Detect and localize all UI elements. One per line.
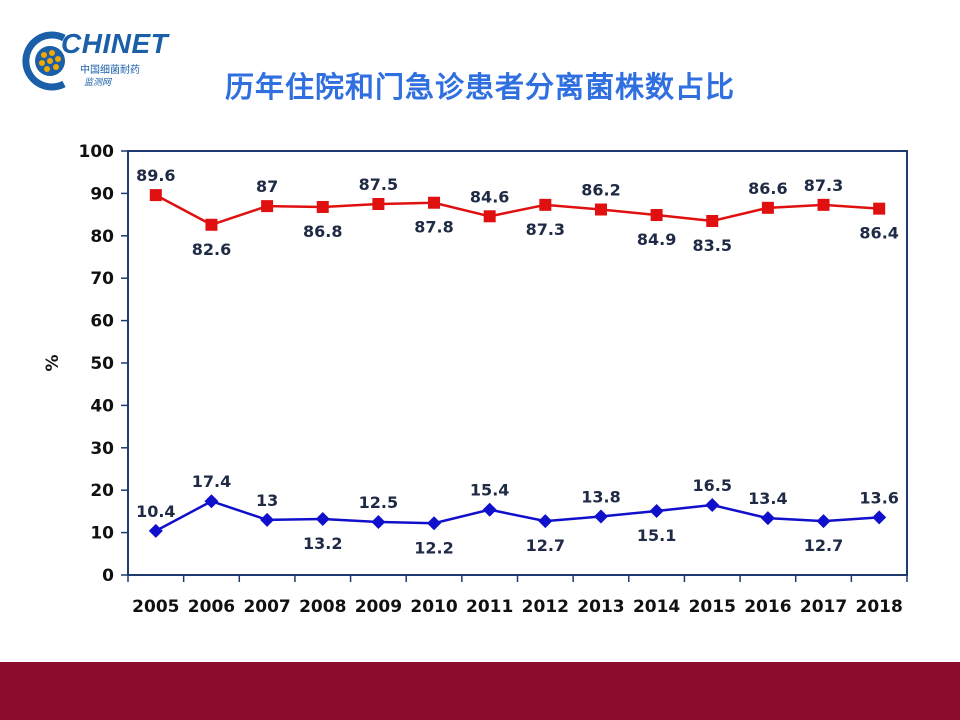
data-label: 84.6 <box>470 187 509 206</box>
series-point-diamond <box>260 512 275 527</box>
series-point-diamond <box>204 494 219 509</box>
data-label: 87.3 <box>804 176 843 195</box>
series-point-square <box>316 200 329 213</box>
data-label: 12.2 <box>414 538 453 557</box>
y-tick-label: 50 <box>90 354 114 374</box>
y-tick-label: 100 <box>79 142 115 162</box>
logo-subtitle: 中国细菌耐药 <box>80 65 140 76</box>
data-label: 86.2 <box>581 181 620 200</box>
data-label: 10.4 <box>136 502 175 521</box>
series-point-square <box>428 196 441 209</box>
series-point-square <box>761 201 774 214</box>
data-label: 84.9 <box>637 230 676 249</box>
data-label: 13.2 <box>303 534 342 553</box>
y-tick-label: 10 <box>90 524 114 544</box>
data-label: 13.8 <box>581 487 620 506</box>
series-point-square <box>706 214 719 227</box>
x-tick-label: 2005 <box>132 597 179 617</box>
y-tick-label: 60 <box>90 312 114 332</box>
series-point-diamond <box>705 498 720 513</box>
data-label: 86.4 <box>859 224 898 243</box>
y-axis-label: % <box>43 354 63 371</box>
logo-wordmark: CHINET <box>61 28 169 59</box>
data-label: 89.6 <box>136 166 175 185</box>
data-label: 12.5 <box>359 493 398 512</box>
chinet-logo: CHINET 中国细菌耐药 监测网 <box>20 24 168 96</box>
x-tick-label: 2008 <box>299 597 346 617</box>
series-point-square <box>539 198 552 211</box>
series-line-upper <box>155 193 880 227</box>
y-tick-label: 0 <box>102 566 114 586</box>
series-point-square <box>149 189 162 202</box>
series-point-square <box>817 198 830 211</box>
series-point-square <box>205 218 218 231</box>
data-label: 17.4 <box>192 472 231 491</box>
series-point-square <box>594 203 607 216</box>
data-label: 13.4 <box>748 489 787 508</box>
x-tick-label: 2013 <box>577 597 624 617</box>
logo-globe-icon <box>22 31 66 91</box>
x-tick-label: 2015 <box>689 597 736 617</box>
data-label: 12.7 <box>804 536 843 555</box>
y-tick-label: 20 <box>90 481 114 501</box>
y-tick-label: 30 <box>90 439 114 459</box>
series-point-square <box>261 200 274 213</box>
x-tick-label: 2009 <box>355 597 402 617</box>
data-label: 87 <box>256 177 278 196</box>
x-tick-label: 2007 <box>243 597 290 617</box>
data-label: 87.3 <box>526 220 565 239</box>
data-label: 87.5 <box>359 175 398 194</box>
data-label: 15.4 <box>470 481 509 500</box>
series-point-diamond <box>816 514 831 529</box>
data-label: 15.1 <box>637 526 676 545</box>
slide-title: 历年住院和门急诊患者分离菌株数占比 <box>224 70 735 104</box>
series-point-square <box>873 202 886 215</box>
data-label: 12.7 <box>526 536 565 555</box>
logo-subtitle-2: 监测网 <box>84 78 112 88</box>
y-tick-label: 80 <box>90 227 114 247</box>
series-point-diamond <box>760 511 775 526</box>
x-tick-label: 2010 <box>410 597 457 617</box>
footer-band <box>0 662 960 720</box>
series-line-lower <box>155 499 880 533</box>
data-label: 86.6 <box>748 179 787 198</box>
series-point-diamond <box>315 512 330 527</box>
series-point-diamond <box>538 514 553 529</box>
series-point-diamond <box>427 516 442 531</box>
data-label: 13 <box>256 491 278 510</box>
series-point-square <box>372 198 385 210</box>
line-chart: 0 10 20 30 40 50 60 70 80 90 100 2005 2006 2007 2008 20… <box>43 142 908 617</box>
series-point-diamond <box>872 510 887 525</box>
data-label: 83.5 <box>693 236 732 255</box>
series-point-diamond <box>148 523 163 538</box>
series-point-diamond <box>482 502 497 517</box>
data-label: 13.6 <box>859 488 898 507</box>
x-tick-label: 2011 <box>466 597 513 617</box>
series-point-diamond <box>371 515 386 529</box>
series-point-square <box>483 210 496 223</box>
y-tick-label: 70 <box>90 269 114 289</box>
data-label: 16.5 <box>693 476 732 495</box>
y-tick-label: 90 <box>90 184 114 204</box>
series-point-diamond <box>593 509 608 524</box>
x-tick-label: 2006 <box>188 597 235 617</box>
x-tick-label: 2012 <box>522 597 569 617</box>
series-point-square <box>650 209 663 222</box>
y-tick-label: 40 <box>90 396 114 416</box>
x-tick-label: 2018 <box>856 597 903 617</box>
data-label: 87.8 <box>414 218 453 237</box>
data-label: 82.6 <box>192 240 231 259</box>
series-point-diamond <box>649 503 664 518</box>
x-tick-label: 2017 <box>800 597 847 617</box>
x-tick-label: 2016 <box>744 597 791 617</box>
x-tick-label: 2014 <box>633 597 680 617</box>
data-label: 86.8 <box>303 222 342 241</box>
